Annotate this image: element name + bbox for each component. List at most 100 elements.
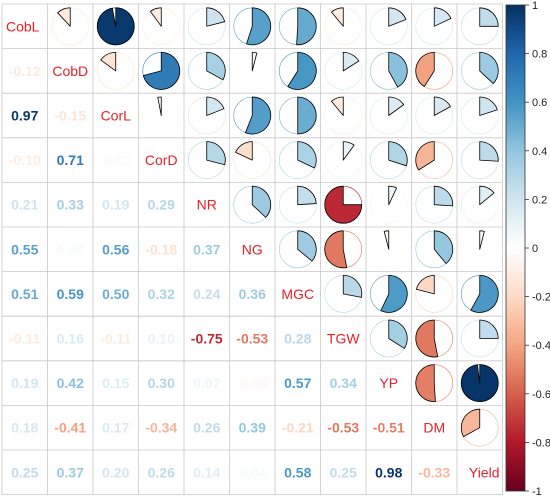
correlation-value: 0.04	[57, 241, 84, 257]
pie-slice	[342, 275, 363, 298]
color-bar-tick-label: 0.2	[532, 194, 547, 206]
color-bar-tick-label: -1	[532, 486, 542, 498]
color-legend: 1 0.8 0.6 0.4 0.2 0 -0.2 -0.4 -0.6 -0.8 -1	[505, 0, 550, 498]
color-bar-tick-label: 0.6	[532, 97, 547, 109]
color-bar-tick-label: -0.2	[532, 292, 550, 304]
pie-slice	[324, 230, 348, 269]
correlation-value: 0.25	[330, 464, 357, 480]
pie-slice	[287, 52, 317, 90]
pie-slice	[297, 141, 317, 169]
variable-label-nr: NR	[197, 197, 217, 213]
pie-slice	[460, 408, 481, 438]
correlation-value: 0.16	[57, 331, 84, 347]
pie-slice	[415, 275, 435, 295]
correlation-value: 0.29	[148, 197, 175, 213]
pie-slice	[251, 185, 272, 218]
correlation-value: -0.15	[54, 108, 86, 124]
pie-slice	[388, 96, 405, 116]
variable-label-dm: DM	[423, 420, 445, 436]
pie-slice	[206, 141, 226, 166]
correlation-value: 0.26	[193, 420, 220, 436]
correlation-value: 0.33	[57, 197, 84, 213]
correlation-value: -0.41	[54, 420, 86, 436]
color-bar	[505, 4, 526, 492]
correlation-value: -0.11	[100, 331, 131, 347]
pie-slice	[388, 52, 408, 88]
pie-slice	[245, 96, 272, 135]
pie-slice	[206, 52, 226, 81]
correlation-value: 0.10	[148, 331, 175, 347]
pie-slice	[142, 52, 181, 90]
correlation-value: 0.51	[11, 286, 38, 302]
pie-slice	[415, 319, 439, 358]
pie-slice	[297, 185, 317, 206]
correlation-value: 0.19	[11, 375, 38, 391]
correlation-value: 0.71	[57, 152, 84, 168]
color-bar-tick-label: -0.6	[532, 389, 550, 401]
pie-slice	[235, 141, 253, 161]
variable-label-cobd: CobD	[52, 63, 88, 79]
correlation-value: 0.20	[102, 464, 129, 480]
pie-slice	[251, 52, 258, 72]
correlation-value: -0.04	[236, 375, 268, 391]
correlation-value: 0.34	[330, 375, 357, 391]
pie-slice	[297, 96, 317, 135]
pie-slice	[460, 364, 499, 402]
variable-label-ng: NG	[242, 241, 263, 257]
variable-label-mgc: MGC	[281, 286, 314, 302]
correlation-value: 0.26	[148, 464, 175, 480]
pie-slice	[331, 96, 344, 116]
pie-slice	[100, 52, 117, 72]
pie-slice	[206, 7, 226, 27]
correlation-value: 0.28	[284, 331, 311, 347]
correlation-value: 0.59	[57, 286, 84, 302]
correlation-value: 0.42	[57, 375, 84, 391]
pie-slice	[388, 185, 398, 206]
correlation-value: 0.25	[11, 464, 38, 480]
pie-slice	[246, 7, 272, 46]
correlation-value: -0.53	[327, 420, 359, 436]
pie-slice	[479, 185, 495, 206]
pie-slice	[470, 275, 499, 313]
pie-slice	[479, 319, 499, 339]
correlation-value: -0.51	[373, 420, 405, 436]
correlation-value: 0.04	[239, 464, 266, 480]
pie-slice	[388, 319, 408, 349]
variable-label-cobl: CobL	[6, 18, 40, 34]
correlation-value: 0.18	[11, 420, 38, 436]
correlation-value: 0.97	[11, 108, 38, 124]
correlation-value: 0.37	[57, 464, 84, 480]
correlation-value: 0.55	[11, 241, 38, 257]
correlation-value: -0.75	[191, 331, 223, 347]
correlation-value: 0.36	[239, 286, 266, 302]
pie-slice	[433, 7, 452, 27]
correlation-value: 0.21	[11, 197, 38, 213]
pie-slice	[206, 96, 225, 116]
pie-slice	[433, 96, 451, 116]
correlation-value: 0.17	[102, 420, 129, 436]
pie-slice	[479, 52, 499, 84]
pie-slice	[324, 185, 363, 224]
color-bar-tick-label: -0.8	[532, 437, 550, 449]
color-bar-tick-label: -0.4	[532, 340, 550, 352]
color-bar-tick-label: 0	[532, 243, 538, 255]
pie-slice	[157, 96, 162, 116]
pie-slice	[415, 364, 436, 402]
correlation-value: -0.33	[418, 464, 450, 480]
pie-slice	[342, 141, 355, 161]
correlation-value: 0.39	[239, 420, 266, 436]
correlation-value: 0.14	[193, 464, 220, 480]
pie-slice	[331, 7, 344, 27]
pie-slice	[479, 141, 499, 162]
correlation-value: 0.37	[193, 241, 220, 257]
correlation-value: -0.11	[9, 331, 40, 347]
pie-slice	[433, 185, 454, 207]
correlation-value: 0.32	[148, 286, 175, 302]
correlation-value: 0.19	[102, 197, 129, 213]
variable-label-corl: CorL	[101, 108, 132, 124]
pie-slice	[96, 7, 135, 46]
variable-label-yield: Yield	[469, 464, 500, 480]
pie-slice	[57, 7, 71, 27]
pie-slice	[296, 7, 317, 46]
